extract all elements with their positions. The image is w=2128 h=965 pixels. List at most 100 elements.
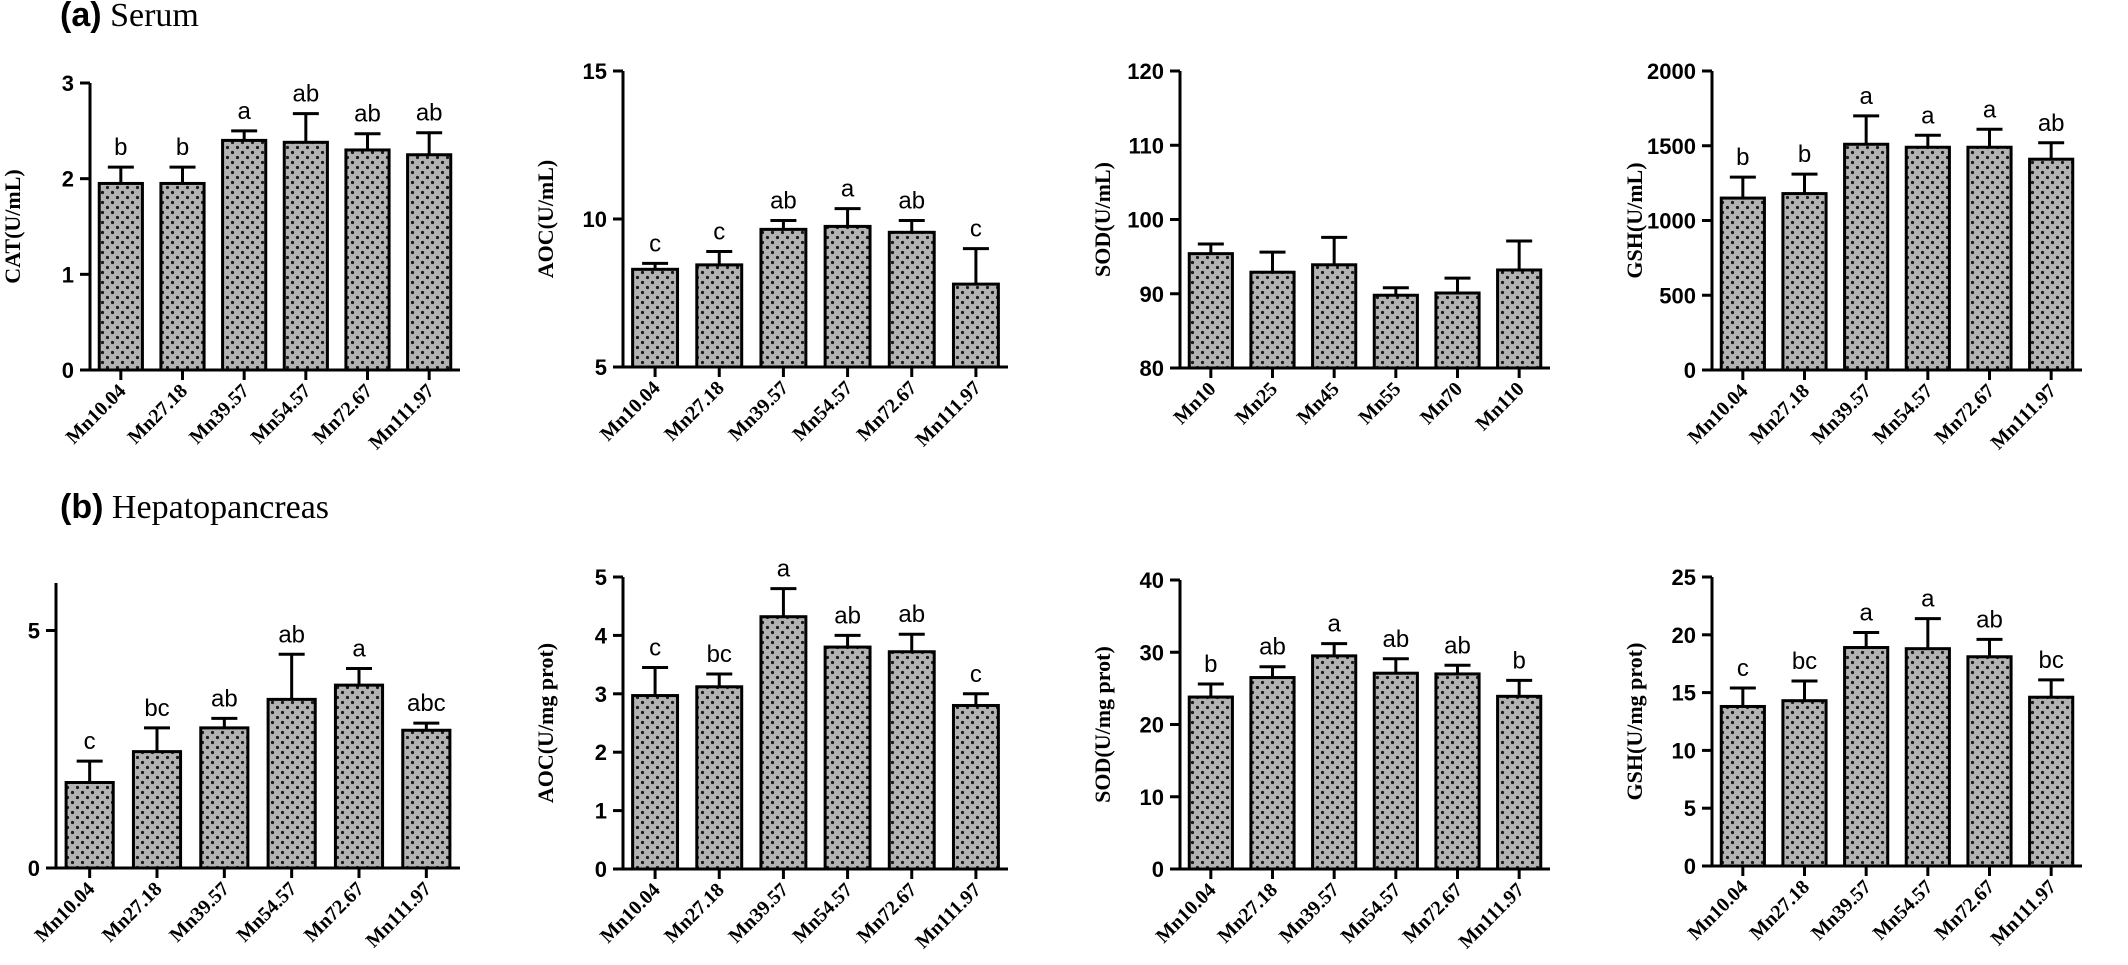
x-tick-label: Mn39.57 bbox=[185, 380, 254, 449]
bar bbox=[1434, 672, 1481, 871]
significance-label: a bbox=[841, 176, 855, 203]
bar bbox=[282, 140, 329, 372]
x-tick-label: Mn10.04 bbox=[1684, 876, 1753, 945]
section-title-hepatopancreas: (b) Hepatopancreas bbox=[60, 488, 329, 527]
y-tick-label: 4 bbox=[595, 623, 608, 648]
bar bbox=[631, 267, 680, 369]
bar bbox=[401, 728, 452, 870]
significance-label: ab bbox=[2038, 110, 2065, 137]
x-tick-label: Mn54.57 bbox=[789, 377, 858, 446]
y-tick-label: 500 bbox=[1659, 283, 1696, 308]
y-axis-label: CAT(U/mL) bbox=[0, 169, 25, 283]
y-tick-label: 40 bbox=[1140, 568, 1164, 593]
significance-label: ab bbox=[1444, 632, 1471, 659]
x-tick-label: Mn54.57 bbox=[1869, 380, 1938, 449]
bar bbox=[1904, 145, 1951, 372]
section-title-serum: (a) Serum bbox=[60, 0, 199, 35]
x-tick-label: Mn111.97 bbox=[1455, 879, 1529, 953]
y-axis-label: SOD(U/mg prot) bbox=[1090, 646, 1115, 803]
y-tick-label: 0 bbox=[1684, 358, 1696, 383]
bar bbox=[1311, 654, 1358, 871]
significance-label: ab bbox=[770, 187, 797, 214]
y-tick-label: 15 bbox=[1672, 681, 1696, 706]
y-tick-label: 5 bbox=[595, 355, 607, 380]
x-tick-label: Mn10.04 bbox=[1684, 380, 1753, 449]
x-tick-label: Mn110 bbox=[1471, 378, 1528, 435]
significance-label: a bbox=[1921, 586, 1935, 613]
bar bbox=[823, 224, 872, 369]
significance-label: a bbox=[352, 636, 366, 663]
x-tick-label: Mn54.57 bbox=[233, 878, 302, 947]
x-tick-label: Mn10.04 bbox=[596, 377, 665, 446]
chart-6: 0 1 2 3 4 5 AOC(U/mg prot) c Mn10.04 bc Mn27.18 a Mn… bbox=[533, 556, 1008, 953]
bar bbox=[1781, 699, 1828, 868]
y-tick-label: 2 bbox=[62, 167, 74, 192]
bar bbox=[2028, 695, 2075, 868]
x-tick-label: Mn45 bbox=[1293, 378, 1344, 429]
x-tick-label: Mn55 bbox=[1354, 378, 1405, 429]
y-tick-label: 5 bbox=[28, 619, 40, 644]
y-tick-label: 2 bbox=[595, 740, 607, 765]
y-tick-label: 25 bbox=[1672, 565, 1696, 590]
significance-label: c bbox=[649, 230, 661, 257]
bar bbox=[759, 227, 808, 369]
significance-label: a bbox=[1859, 599, 1873, 626]
significance-label: bc bbox=[144, 695, 169, 722]
significance-label: b bbox=[1736, 144, 1749, 171]
bar bbox=[1719, 196, 1766, 372]
significance-label: abc bbox=[407, 690, 446, 717]
significance-label: b bbox=[176, 134, 189, 161]
y-axis-label: GSH(U/mL) bbox=[1622, 162, 1647, 278]
bar bbox=[631, 694, 680, 871]
significance-label: c bbox=[970, 216, 982, 243]
bar bbox=[344, 148, 391, 372]
significance-label: ab bbox=[1259, 634, 1286, 661]
x-tick-label: Mn27.18 bbox=[1745, 380, 1814, 449]
significance-label: ab bbox=[1976, 606, 2003, 633]
bar bbox=[199, 726, 250, 870]
y-tick-label: 110 bbox=[1129, 133, 1165, 158]
x-tick-label: Mn27.18 bbox=[123, 380, 192, 449]
x-tick-label: Mn27.18 bbox=[1745, 876, 1814, 945]
y-tick-label: 10 bbox=[1672, 738, 1696, 763]
bar bbox=[2028, 157, 2075, 372]
y-tick-label: 1 bbox=[62, 262, 74, 287]
significance-label: ab bbox=[278, 621, 305, 648]
x-tick-label: Mn39.57 bbox=[165, 878, 234, 947]
bar bbox=[1434, 291, 1481, 370]
bar bbox=[1372, 671, 1419, 871]
bar bbox=[406, 153, 453, 372]
significance-label: a bbox=[1983, 96, 1997, 123]
bar bbox=[1843, 142, 1890, 372]
section-tag: (a) bbox=[60, 0, 102, 34]
bar bbox=[1781, 192, 1828, 372]
bar bbox=[695, 685, 744, 871]
bar bbox=[1187, 695, 1234, 871]
bar bbox=[131, 750, 183, 870]
y-tick-label: 80 bbox=[1140, 356, 1164, 381]
significance-label: ab bbox=[834, 602, 861, 629]
y-tick-label: 0 bbox=[595, 857, 607, 882]
x-tick-label: Mn27.18 bbox=[660, 377, 729, 446]
chart-4: 0 500 1000 1500 2000 GSH(U/mL) b Mn10.04 b Mn27.1… bbox=[1622, 59, 2082, 454]
y-tick-label: 3 bbox=[595, 682, 607, 707]
significance-label: a bbox=[237, 98, 251, 125]
chart-5: 05CAT(U)/mg protcMn10.04bcMn27.18abMn39.… bbox=[28, 583, 460, 952]
significance-label: a bbox=[1859, 83, 1873, 110]
y-axis-label: SOD(U/mL) bbox=[1090, 162, 1115, 277]
significance-label: ab bbox=[292, 81, 319, 108]
x-tick-label: Mn39.57 bbox=[724, 879, 793, 948]
significance-label: c bbox=[970, 661, 982, 688]
significance-label: b bbox=[114, 134, 127, 161]
x-tick-label: Mn111.97 bbox=[911, 377, 985, 451]
y-tick-label: 20 bbox=[1672, 623, 1696, 648]
significance-label: bc bbox=[1792, 648, 1817, 675]
x-tick-label: Mn27.18 bbox=[98, 878, 167, 947]
x-tick-label: Mn39.57 bbox=[724, 377, 793, 446]
x-tick-label: Mn25 bbox=[1231, 378, 1282, 429]
significance-label: ab bbox=[354, 101, 381, 128]
y-tick-label: 1500 bbox=[1647, 134, 1696, 159]
significance-label: c bbox=[1737, 655, 1749, 682]
